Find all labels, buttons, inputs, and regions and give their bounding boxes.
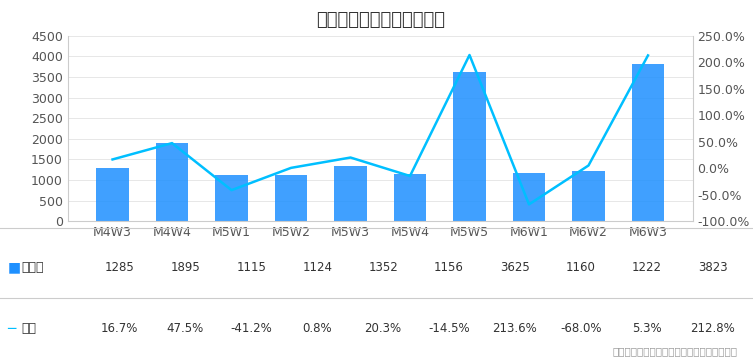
Text: 1222: 1222 xyxy=(632,261,662,273)
Bar xyxy=(632,64,664,221)
Text: -14.5%: -14.5% xyxy=(428,322,470,335)
Text: 47.5%: 47.5% xyxy=(167,322,204,335)
Text: 成交量: 成交量 xyxy=(21,261,44,273)
Text: 1115: 1115 xyxy=(236,261,267,273)
Text: 1156: 1156 xyxy=(434,261,464,273)
Bar xyxy=(453,72,486,221)
Bar xyxy=(394,174,426,221)
Text: 1895: 1895 xyxy=(170,261,200,273)
Text: 数据来源：青岛网上房地产、青岛贝壳研究院: 数据来源：青岛网上房地产、青岛贝壳研究院 xyxy=(613,346,738,356)
Text: ─: ─ xyxy=(8,322,16,336)
Text: -41.2%: -41.2% xyxy=(230,322,272,335)
Text: 1160: 1160 xyxy=(566,261,596,273)
Bar xyxy=(572,171,605,221)
Text: 1352: 1352 xyxy=(368,261,398,273)
Text: -68.0%: -68.0% xyxy=(560,322,602,335)
Bar xyxy=(215,175,248,221)
Bar xyxy=(513,174,545,221)
Text: ■: ■ xyxy=(8,260,20,274)
Text: 1124: 1124 xyxy=(302,261,332,273)
Text: 环比: 环比 xyxy=(21,322,36,335)
Bar xyxy=(334,166,367,221)
Bar xyxy=(275,175,307,221)
Bar xyxy=(156,143,188,221)
Text: 16.7%: 16.7% xyxy=(101,322,139,335)
Text: 3823: 3823 xyxy=(698,261,727,273)
Text: 213.6%: 213.6% xyxy=(492,322,537,335)
Text: 3625: 3625 xyxy=(500,261,530,273)
Text: 20.3%: 20.3% xyxy=(364,322,401,335)
Text: 5.3%: 5.3% xyxy=(632,322,661,335)
Text: 1285: 1285 xyxy=(105,261,135,273)
Text: 212.8%: 212.8% xyxy=(691,322,735,335)
Title: 图：近十周新房全市成交量: 图：近十周新房全市成交量 xyxy=(316,11,445,29)
Text: 0.8%: 0.8% xyxy=(303,322,332,335)
Bar xyxy=(96,169,129,221)
